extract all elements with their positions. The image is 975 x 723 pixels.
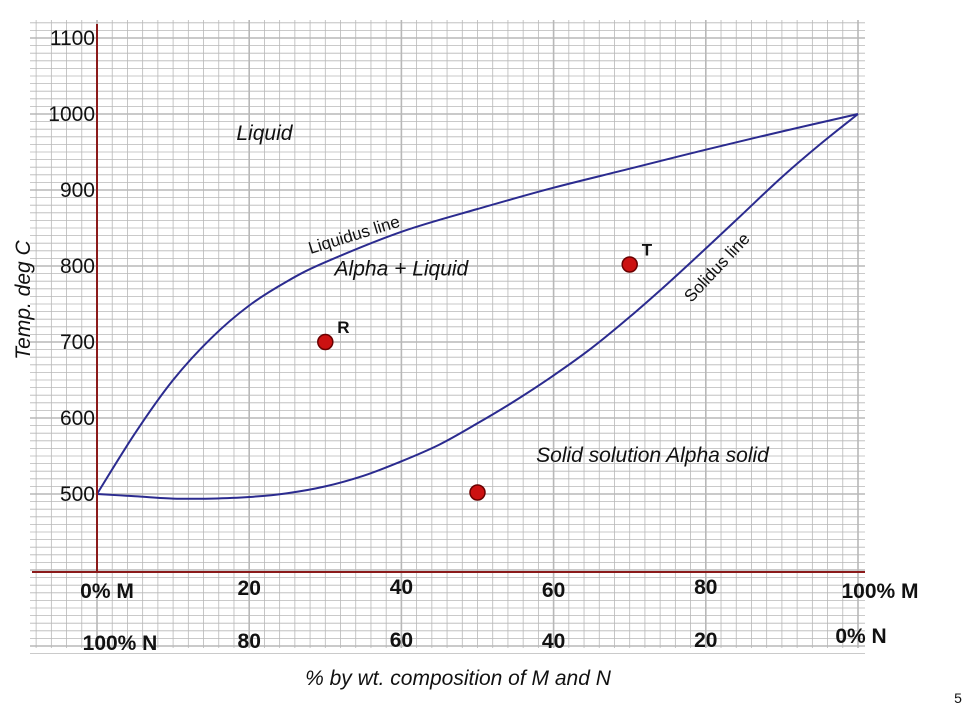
x-tick-label-n: 0% N <box>835 625 886 648</box>
y-tick-label: 600 <box>60 407 95 430</box>
x-tick-label-n: 100% N <box>83 632 158 655</box>
data-point <box>469 484 486 501</box>
chart-grid <box>30 20 865 654</box>
x-axis-title: % by wt. composition of M and N <box>305 667 612 690</box>
x-tick-label-m: 20 <box>238 577 261 600</box>
x-tick-label-n: 80 <box>238 630 261 653</box>
y-tick-label: 900 <box>60 179 95 202</box>
x-tick-label-m: 100% M <box>841 580 918 603</box>
phase-curves <box>96 113 859 500</box>
region-labels: Liquid Alpha + Liquid Solid solution Alpha… <box>236 122 770 467</box>
y-axis-title: Temp. deg C <box>12 239 35 359</box>
x-tick-label-n: 60 <box>390 629 413 652</box>
x-tick-label-m: 80 <box>694 576 717 599</box>
y-tick-label: 700 <box>60 331 95 354</box>
data-points: RT <box>317 241 653 501</box>
x-tick-label-n: 40 <box>542 630 565 653</box>
solidus-curve <box>96 113 859 500</box>
liquidus-curve <box>96 113 859 495</box>
region-label: Solid solution Alpha solid <box>536 444 770 467</box>
x-tick-label-n: 20 <box>694 629 717 652</box>
page-number: 5 <box>954 690 962 706</box>
x-tick-label-m: 40 <box>390 576 413 599</box>
region-label: Liquid <box>236 122 293 145</box>
x-tick-labels: 0% M 20 40 60 80 100% M 100% N 80 60 40 20 0% N <box>80 576 918 655</box>
chart-axes <box>32 24 865 573</box>
y-tick-label: 1100 <box>50 27 95 50</box>
y-tick-label: 800 <box>60 255 95 278</box>
y-tick-label: 1000 <box>48 103 95 126</box>
y-tick-labels: 500 600 700 800 900 1000 1100 <box>48 27 95 506</box>
x-tick-label-m: 60 <box>542 579 565 602</box>
point-label: R <box>337 318 349 337</box>
y-tick-label: 500 <box>60 483 95 506</box>
curve-label: Solidus line <box>680 229 753 306</box>
point-label: T <box>642 241 653 260</box>
region-label: Alpha + Liquid <box>333 257 470 280</box>
x-tick-label-m: 0% M <box>80 580 134 603</box>
data-point <box>317 333 334 351</box>
data-point <box>621 256 638 273</box>
